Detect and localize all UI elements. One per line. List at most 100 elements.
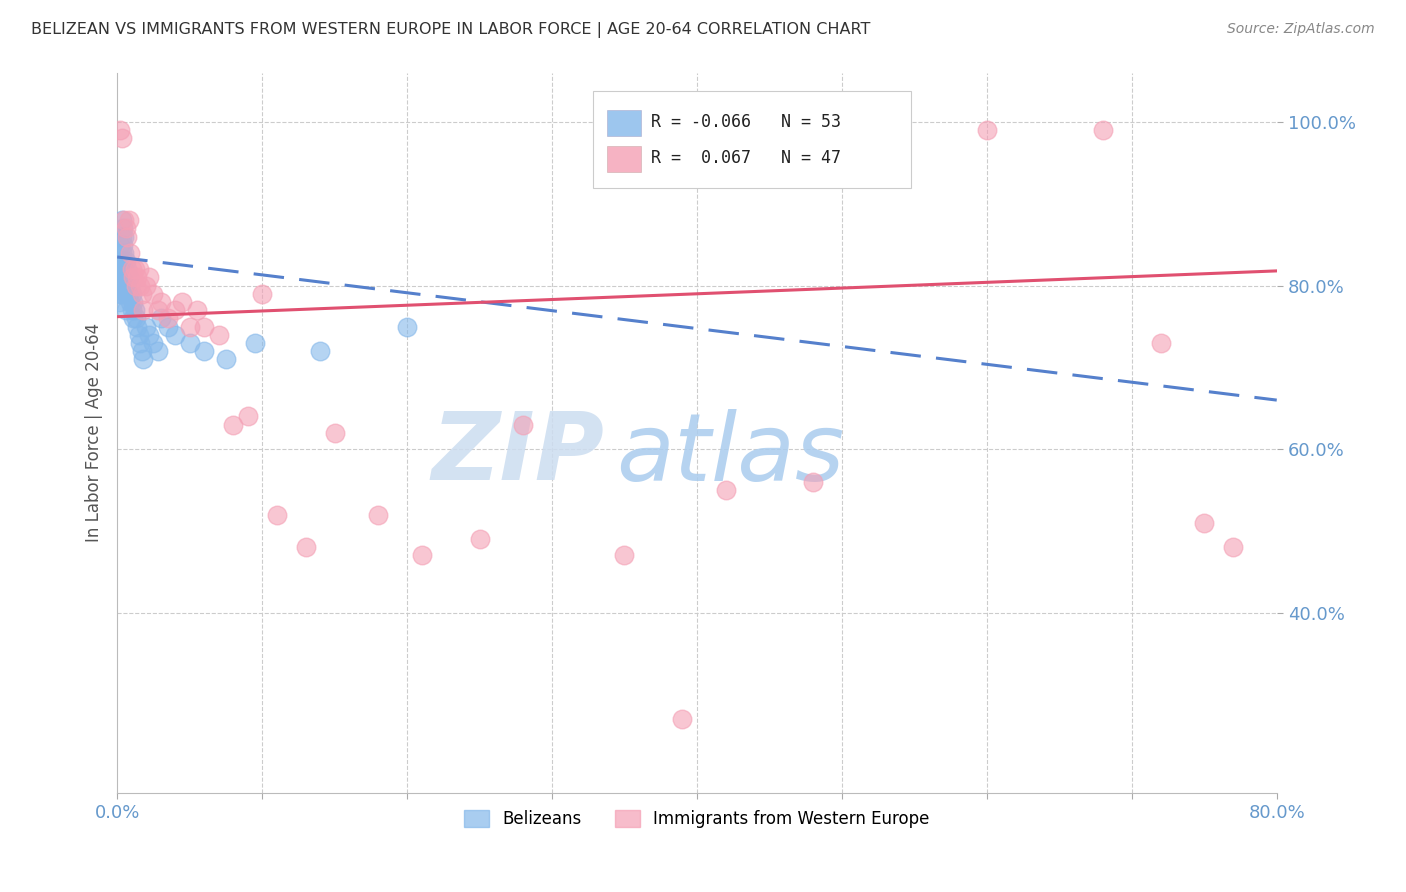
Point [172,295,194,310]
Point [110,246,132,260]
Point [131,286,153,301]
FancyBboxPatch shape [592,91,911,188]
Point [165,327,187,342]
Point [215,352,238,367]
Point [156,319,179,334]
Point [179,319,201,334]
Point [468,532,491,546]
Point [121,262,143,277]
Point [122,270,145,285]
Point [149,295,172,310]
Text: BELIZEAN VS IMMIGRANTS FROM WESTERN EUROPE IN LABOR FORCE | AGE 20-64 CORRELATIO: BELIZEAN VS IMMIGRANTS FROM WESTERN EURO… [31,22,870,38]
Point [309,344,332,359]
Point [129,278,152,293]
Point [120,246,142,260]
Point [124,303,146,318]
Point [135,319,157,334]
Point [266,508,288,522]
Point [120,278,142,293]
Point [1222,541,1244,555]
Point [165,303,187,318]
Point [801,475,824,489]
Point [114,246,136,260]
Point [114,229,136,244]
Point [193,344,215,359]
Point [138,327,160,342]
Text: R =  0.067   N = 47: R = 0.067 N = 47 [651,149,841,167]
Point [367,508,389,522]
Point [122,311,145,326]
Point [110,286,132,301]
Point [222,417,245,432]
Point [512,417,534,432]
Point [110,213,132,227]
Point [294,541,316,555]
Point [976,123,998,137]
Text: R = -0.066   N = 53: R = -0.066 N = 53 [651,113,841,131]
Point [671,712,693,726]
Point [236,409,259,424]
Point [115,303,138,318]
Point [127,319,149,334]
Text: atlas: atlas [616,409,844,500]
Point [111,254,134,268]
Point [118,270,141,285]
Y-axis label: In Labor Force | Age 20-64: In Labor Force | Age 20-64 [86,323,103,542]
FancyBboxPatch shape [606,110,641,136]
Point [146,344,169,359]
Point [208,327,231,342]
Point [714,483,737,497]
Point [108,254,131,268]
Point [110,262,132,277]
Point [613,549,636,563]
Point [250,286,273,301]
Point [108,270,131,285]
Point [125,278,148,293]
Point [138,270,160,285]
Point [149,311,172,326]
Point [115,221,138,235]
Point [243,335,266,350]
Point [411,549,433,563]
Point [132,303,155,318]
Point [129,335,152,350]
Point [115,270,138,285]
Point [396,319,419,334]
Point [117,229,139,244]
Point [114,213,136,227]
Point [111,221,134,235]
Point [131,344,153,359]
Point [110,131,132,145]
Point [121,286,143,301]
Point [122,295,145,310]
Point [107,295,129,310]
Point [128,327,150,342]
Point [323,425,346,440]
Point [125,311,148,326]
Point [117,278,139,293]
Point [1150,335,1173,350]
Point [110,229,132,244]
FancyBboxPatch shape [606,145,641,172]
Point [121,303,143,318]
Point [135,278,157,293]
Point [124,262,146,277]
Point [115,254,138,268]
Point [132,352,155,367]
Point [127,270,149,285]
Point [118,286,141,301]
Point [107,278,129,293]
Legend: Belizeans, Immigrants from Western Europe: Belizeans, Immigrants from Western Europ… [457,803,936,835]
Point [1194,516,1216,530]
Point [108,286,131,301]
Point [142,335,165,350]
Point [115,286,138,301]
Point [117,262,139,277]
Point [108,123,131,137]
Point [146,303,169,318]
Point [120,295,142,310]
Text: ZIP: ZIP [432,409,605,500]
Point [142,286,165,301]
Text: Source: ZipAtlas.com: Source: ZipAtlas.com [1227,22,1375,37]
Point [108,237,131,252]
